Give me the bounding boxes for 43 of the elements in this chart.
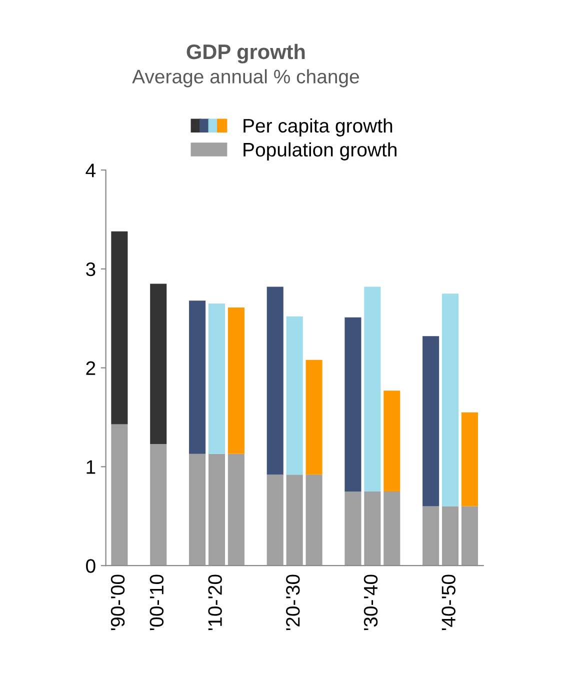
bar [266, 286, 284, 475]
bar [208, 454, 226, 566]
bar [364, 491, 381, 566]
bar [228, 307, 244, 454]
bar [111, 424, 128, 566]
bar [286, 316, 303, 475]
legend-label: Population growth [244, 142, 396, 160]
bar [442, 506, 459, 566]
bar [461, 506, 478, 566]
bar [228, 454, 244, 566]
x-tick-label: '90-'00 [110, 574, 125, 630]
bar [286, 474, 303, 566]
x-tick-label: '10-'20 [208, 574, 222, 630]
y-tick-label: 3 [86, 262, 96, 276]
y-tick-label: 1 [86, 460, 96, 474]
bar [384, 390, 400, 492]
bar [384, 491, 400, 566]
bar [150, 444, 167, 566]
bar [150, 284, 167, 444]
bar [189, 300, 206, 454]
bar [266, 474, 284, 566]
x-tick-label: '30-'40 [364, 574, 378, 630]
bar [208, 304, 226, 454]
bar [461, 412, 478, 506]
bar [344, 491, 362, 566]
bar [442, 294, 459, 506]
y-tick-label: 0 [86, 559, 96, 573]
legend-label: Per capita growth [244, 118, 392, 136]
chart-title: GDP growth [186, 44, 305, 64]
x-tick-label: '00-'10 [150, 574, 164, 630]
y-tick-label: 4 [86, 164, 96, 178]
bar [422, 336, 440, 506]
bar [344, 317, 362, 492]
bar [422, 506, 440, 566]
bar [364, 286, 381, 492]
y-tick-label: 2 [86, 361, 96, 375]
bar [111, 231, 128, 424]
x-tick-label: '20-'30 [286, 574, 300, 630]
bar [306, 474, 322, 566]
bar [189, 454, 206, 566]
x-tick-label: '40-'50 [442, 574, 456, 630]
chart-subtitle: Average annual % change [132, 69, 359, 88]
bar [306, 360, 322, 475]
